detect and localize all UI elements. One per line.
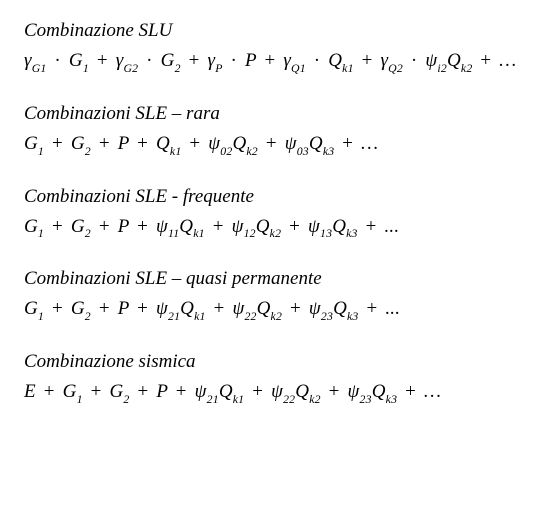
section-title: Combinazioni SLE – rara xyxy=(24,103,521,125)
section-title: Combinazioni SLE - frequente xyxy=(24,186,521,208)
section-formula: γG1 · G1 + γG2 · G2 + γP · P + γQ1 · Qk1… xyxy=(24,50,521,75)
section-title: Combinazione SLU xyxy=(24,20,521,42)
section-title: Combinazione sismica xyxy=(24,351,521,373)
section-formula: G1 + G2 + P + ψ11Qk1 + ψ12Qk2 + ψ13Qk3 +… xyxy=(24,216,521,241)
section-formula: G1 + G2 + P + Qk1 + ψ02Qk2 + ψ03Qk3 + … xyxy=(24,133,521,158)
section-formula: E + G1 + G2 + P + ψ21Qk1 + ψ22Qk2 + ψ23Q… xyxy=(24,381,521,406)
section-2: Combinazioni SLE - frequente G1 + G2 + P … xyxy=(24,186,521,241)
section-0: Combinazione SLU γG1 · G1 + γG2 · G2 + γP… xyxy=(24,20,521,75)
section-1: Combinazioni SLE – rara G1 + G2 + P + Qk1… xyxy=(24,103,521,158)
formula-list: Combinazione SLU γG1 · G1 + γG2 · G2 + γP… xyxy=(24,20,521,406)
section-4: Combinazione sismica E + G1 + G2 + P + ψ2… xyxy=(24,351,521,406)
section-3: Combinazioni SLE – quasi permanente G1 + … xyxy=(24,268,521,323)
section-formula: G1 + G2 + P + ψ21Qk1 + ψ22Qk2 + ψ23Qk3 +… xyxy=(24,298,521,323)
section-title: Combinazioni SLE – quasi permanente xyxy=(24,268,521,290)
